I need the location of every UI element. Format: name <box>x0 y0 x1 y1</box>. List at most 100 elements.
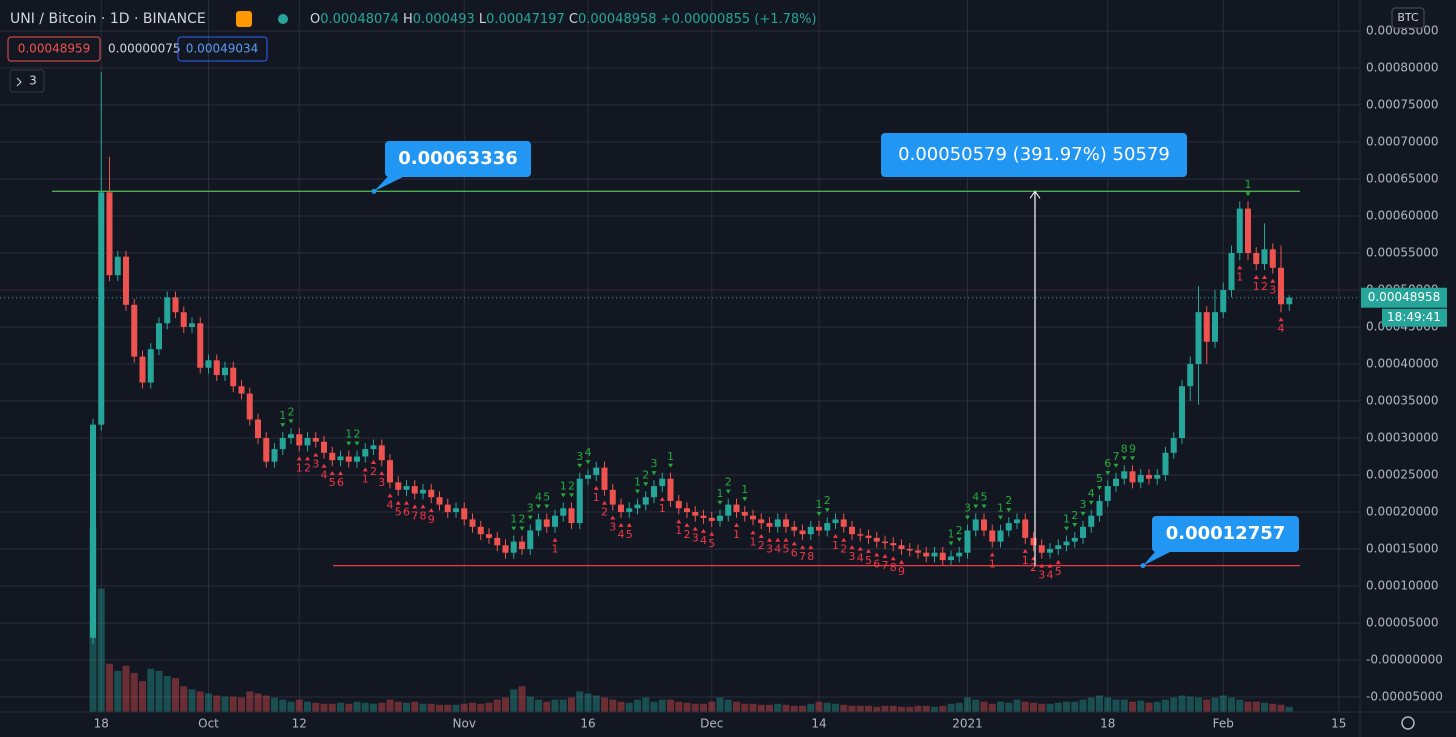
candle-body <box>1162 452 1169 475</box>
ohlc-value: 0.00048074 <box>320 12 399 27</box>
candle-body <box>205 360 212 368</box>
candle-body <box>436 497 443 505</box>
volume-bar <box>1162 699 1169 712</box>
candle-body <box>939 552 946 561</box>
td-arrow <box>1022 548 1028 553</box>
candle-body <box>1055 545 1062 549</box>
td-arrow <box>395 500 401 505</box>
currency[interactable]: BTC <box>1397 11 1419 24</box>
candle-body <box>131 304 138 357</box>
candle-body <box>288 434 294 438</box>
volume-bar <box>980 701 988 712</box>
candle-body <box>164 297 171 324</box>
volume-bar <box>543 701 551 712</box>
candle-body <box>923 552 930 557</box>
symbol-title[interactable]: UNI / Bitcoin · 1D · BINANCE <box>10 11 206 27</box>
volume-bar <box>634 699 641 712</box>
candle-body <box>1212 312 1218 342</box>
candle-body <box>1129 471 1136 483</box>
candle-body <box>890 543 897 546</box>
td-down-count: 7 <box>799 550 806 563</box>
currency-box[interactable] <box>1391 7 1425 29</box>
td-down-count: 9 <box>428 513 435 526</box>
td-down-count: 1 <box>989 558 996 571</box>
td-arrow <box>569 493 574 498</box>
anchor-dot <box>1140 563 1146 569</box>
buy-price[interactable]: 0.00049034 <box>186 42 259 56</box>
td-arrow <box>387 493 393 498</box>
volume-bar <box>518 686 526 712</box>
td-arrow <box>890 556 896 561</box>
candle-body <box>246 393 253 420</box>
td-arrow <box>593 485 599 490</box>
replay-icon[interactable] <box>236 11 252 27</box>
td-arrow <box>1121 456 1127 461</box>
td-up-count: 3 <box>576 450 583 463</box>
candle-body <box>1005 523 1012 531</box>
candle-body <box>964 530 971 553</box>
y-tick-label: 0.00020000 <box>1366 504 1439 518</box>
candle-body <box>1278 267 1284 305</box>
volume-bar <box>304 701 311 712</box>
candle-body <box>1014 519 1020 524</box>
volume-bar <box>625 702 633 712</box>
candle-body <box>444 504 451 512</box>
td-down-count: 8 <box>420 509 427 522</box>
volume-bar <box>1005 702 1013 712</box>
td-down-count: 3 <box>849 550 856 563</box>
volume-bar <box>1170 697 1178 712</box>
volume-bar <box>898 706 905 712</box>
td-arrow <box>882 553 888 558</box>
volume-bar <box>997 701 1004 712</box>
sell-button[interactable] <box>7 36 101 62</box>
td-arrow <box>1072 522 1078 527</box>
volume-bar <box>295 699 303 712</box>
volume-bar <box>535 699 542 712</box>
volume-bar <box>460 703 468 712</box>
td-arrow <box>305 456 310 461</box>
candle-body <box>824 523 831 531</box>
indicators-toggle[interactable] <box>9 69 45 93</box>
settings-icon[interactable] <box>1401 716 1415 730</box>
td-arrow <box>1237 265 1243 270</box>
buy-button[interactable] <box>177 36 268 62</box>
candle-body <box>1170 437 1177 453</box>
candle-body <box>156 323 162 350</box>
callout-box <box>1152 516 1299 552</box>
volume-bar <box>931 706 938 712</box>
candle-body <box>271 449 278 462</box>
indicators-count[interactable]: 3 <box>29 74 37 88</box>
volume-bar <box>1046 703 1054 712</box>
td-arrow <box>973 504 979 509</box>
y-tick-label: -0.00005000 <box>1366 690 1443 704</box>
td-arrow <box>338 471 343 476</box>
td-arrow <box>1105 471 1111 476</box>
td-arrow <box>1006 508 1012 513</box>
td-up-count: 4 <box>1088 487 1095 500</box>
td-down-count: 1 <box>832 539 839 552</box>
td-down-count: 5 <box>708 537 715 550</box>
volume-bar <box>939 705 947 712</box>
td-arrow <box>857 546 863 551</box>
td-up-count: 3 <box>651 457 658 470</box>
td-arrow <box>717 500 723 505</box>
td-arrow <box>866 548 871 553</box>
td-up-count: 1 <box>345 428 352 441</box>
candle-body <box>230 367 237 387</box>
td-down-count: 1 <box>675 524 682 537</box>
td-up-count: 1 <box>634 476 641 489</box>
volume-bar <box>955 702 963 712</box>
candle-body <box>527 530 534 549</box>
candle-body <box>956 552 963 557</box>
volume-bar <box>601 697 608 712</box>
td-arrow <box>585 460 591 465</box>
td-up-count: 2 <box>519 513 526 526</box>
candle-body <box>1137 474 1144 483</box>
candle-body <box>840 519 847 527</box>
td-up-count: 1 <box>1063 513 1070 526</box>
td-arrow <box>527 515 533 520</box>
sell-price[interactable]: 0.00048959 <box>18 42 91 56</box>
candle-body <box>106 192 113 276</box>
td-arrow <box>692 526 698 531</box>
candle-body <box>321 441 327 453</box>
